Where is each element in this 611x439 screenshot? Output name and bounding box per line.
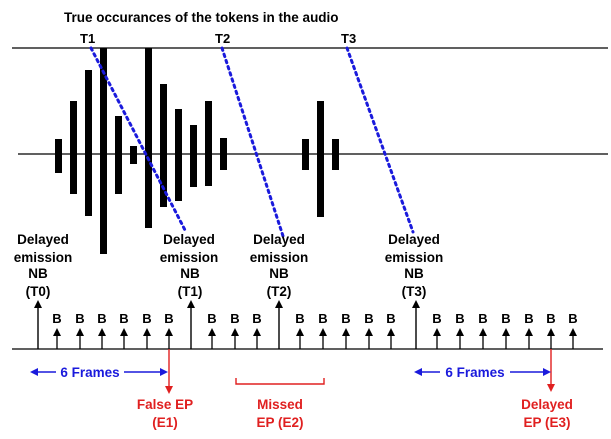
waveform-bar xyxy=(175,109,182,201)
token-path-t3 xyxy=(345,46,415,234)
frames-label-right: 6 Frames xyxy=(445,365,504,380)
nb-label-t1: NB xyxy=(180,266,200,281)
nb-label-t0: NB xyxy=(28,266,48,281)
token-label-t1: T1 xyxy=(80,31,95,46)
emission-token-t0: (T0) xyxy=(26,284,51,299)
waveform-bar xyxy=(205,101,212,186)
emission-token-t2: (T2) xyxy=(267,284,292,299)
blank-frame-label: B xyxy=(52,311,61,326)
token-path-t2 xyxy=(220,46,285,238)
emission-label-2: emission xyxy=(160,250,219,265)
blank-frame-label: B xyxy=(252,311,261,326)
blank-frame-label: B xyxy=(568,311,577,326)
blank-frame-label: B xyxy=(524,311,533,326)
blank-frame-label: B xyxy=(318,311,327,326)
blank-frame-label: B xyxy=(119,311,128,326)
blank-frame-label: B xyxy=(295,311,304,326)
delayed-label-1: Delayed xyxy=(17,232,69,247)
blank-frame-label: B xyxy=(207,311,216,326)
blank-frame-label: B xyxy=(386,311,395,326)
audio-waveform xyxy=(55,48,339,254)
blank-frame-label: B xyxy=(75,311,84,326)
blank-frame-label: B xyxy=(364,311,373,326)
blank-frame-label: B xyxy=(432,311,441,326)
waveform-bar xyxy=(115,116,122,194)
waveform-bar xyxy=(332,139,339,170)
blank-frame-label: B xyxy=(230,311,239,326)
blank-frame-label: B xyxy=(478,311,487,326)
blank-frame-label: B xyxy=(546,311,555,326)
delayed-label-2: Delayed xyxy=(163,232,215,247)
token-label-t3: T3 xyxy=(341,31,356,46)
blank-frame-label: B xyxy=(341,311,350,326)
emission-label-3: emission xyxy=(250,250,309,265)
nb-label-t2: NB xyxy=(269,266,289,281)
nb-label-t3: NB xyxy=(404,266,424,281)
endpoint-label-e1-line1: False EP xyxy=(137,397,193,412)
endpoint-label-e2-line2: EP (E2) xyxy=(256,415,303,430)
waveform-bar xyxy=(85,70,92,216)
emission-label-1: emission xyxy=(14,250,73,265)
token-label-t2: T2 xyxy=(215,31,230,46)
waveform-bar xyxy=(145,48,152,228)
endpoint-label-e2-line1: Missed xyxy=(257,397,303,412)
missed-ep-bracket xyxy=(235,378,325,385)
blank-frame-label: B xyxy=(455,311,464,326)
emission-token-t1: (T1) xyxy=(178,284,203,299)
frames-label-bg-right xyxy=(440,364,510,380)
emission-label-4: emission xyxy=(385,250,444,265)
endpoint-label-e3-line2: EP (E3) xyxy=(523,415,570,430)
waveform-bar xyxy=(55,139,62,173)
frames-label-left: 6 Frames xyxy=(60,365,119,380)
token-path-t1 xyxy=(89,46,188,234)
waveform-bar xyxy=(220,138,227,170)
frames-label-bg-left xyxy=(56,364,124,380)
endpoint-label-e3-line1: Delayed xyxy=(521,397,573,412)
waveform-bar xyxy=(130,146,137,164)
endpoint-label-e1-line2: (E1) xyxy=(152,415,178,430)
blank-frame-label: B xyxy=(142,311,151,326)
waveform-bar xyxy=(100,48,107,254)
waveform-bar xyxy=(70,101,77,194)
blank-frame-label: B xyxy=(97,311,106,326)
diagram-title: True occurances of the tokens in the aud… xyxy=(64,10,339,25)
waveform-bar xyxy=(317,101,324,217)
delayed-label-3: Delayed xyxy=(253,232,305,247)
blank-frame-label: B xyxy=(164,311,173,326)
emission-token-t3: (T3) xyxy=(402,284,427,299)
waveform-bar xyxy=(160,84,167,207)
waveform-bar xyxy=(190,125,197,187)
delayed-label-4: Delayed xyxy=(388,232,440,247)
waveform-bar xyxy=(302,139,309,170)
blank-frame-label: B xyxy=(501,311,510,326)
